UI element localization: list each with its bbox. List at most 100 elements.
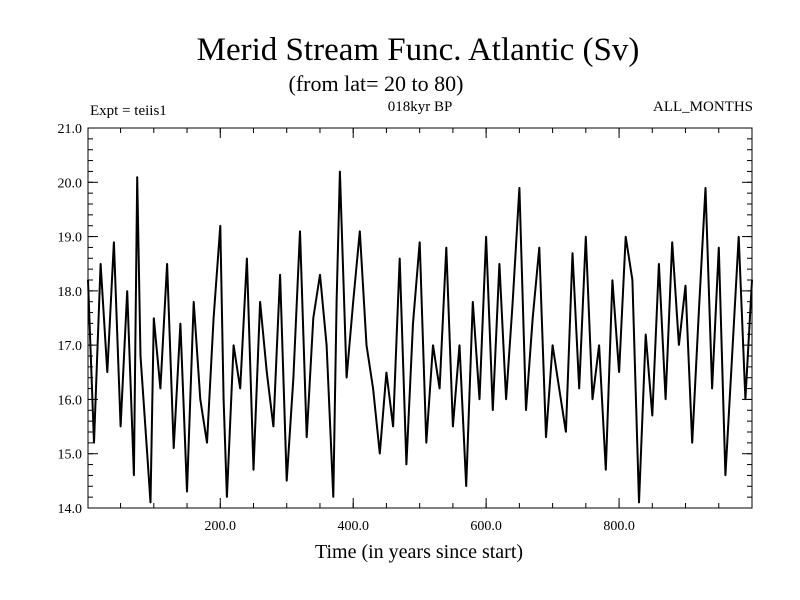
data-point — [585, 235, 587, 238]
data-point — [498, 262, 501, 265]
data-point — [385, 371, 388, 374]
data-point — [485, 235, 487, 238]
data-point — [259, 300, 261, 303]
chart-subtitle: (from lat= 20 to 80) — [289, 71, 464, 96]
data-point — [219, 224, 222, 227]
data-point — [172, 447, 175, 450]
data-point — [578, 387, 580, 390]
x-tick-label: 400.0 — [337, 519, 369, 534]
data-point — [412, 322, 414, 325]
data-point — [359, 230, 361, 232]
series-line-0 — [87, 171, 753, 503]
data-point — [166, 262, 168, 265]
data-point — [199, 398, 202, 401]
data-point — [405, 463, 408, 466]
data-point — [571, 252, 574, 254]
data-point — [605, 469, 607, 471]
data-point — [352, 300, 355, 303]
period-label: 018kyr BP — [388, 99, 453, 115]
data-point — [598, 344, 600, 346]
data-point — [558, 387, 560, 390]
data-point — [153, 317, 155, 319]
data-point — [106, 371, 109, 374]
x-tick-label: 800.0 — [603, 519, 635, 534]
plot-area — [87, 170, 753, 504]
y-tick-label: 18.0 — [58, 285, 83, 300]
data-point — [531, 317, 534, 319]
data-point — [345, 376, 348, 379]
data-point — [99, 262, 102, 265]
data-point — [252, 469, 255, 471]
data-point — [339, 170, 341, 173]
data-point — [551, 344, 554, 346]
data-point — [704, 186, 707, 189]
data-point — [232, 344, 235, 346]
data-point — [179, 322, 182, 325]
data-point — [664, 398, 667, 401]
data-point — [511, 300, 514, 303]
data-point — [631, 279, 634, 281]
data-point — [136, 176, 138, 178]
data-point — [379, 452, 381, 455]
data-point — [538, 246, 541, 249]
data-point — [113, 241, 115, 243]
data-point — [565, 431, 567, 433]
data-point — [126, 290, 128, 292]
data-point — [525, 409, 527, 412]
data-point — [452, 425, 454, 428]
data-point — [624, 235, 627, 238]
data-point — [691, 442, 693, 444]
data-point — [239, 387, 241, 390]
data-point — [478, 398, 481, 401]
data-point — [372, 387, 374, 390]
data-point — [192, 300, 195, 303]
data-point — [292, 376, 295, 379]
data-point — [425, 442, 428, 444]
data-point — [438, 387, 441, 390]
data-point — [458, 344, 461, 346]
data-point — [319, 273, 321, 276]
x-tick-label: 200.0 — [205, 519, 237, 534]
data-point — [658, 262, 660, 265]
data-point — [159, 387, 162, 390]
data-point — [591, 398, 594, 401]
y-tick-label: 19.0 — [58, 231, 83, 246]
data-point — [671, 241, 673, 243]
data-point — [226, 496, 228, 498]
data-point — [305, 436, 308, 439]
x-axis-label: Time (in years since start) — [315, 541, 523, 563]
data-point — [418, 241, 421, 243]
data-point — [545, 436, 547, 439]
data-point — [644, 333, 647, 336]
data-point — [139, 355, 142, 357]
data-point — [472, 300, 474, 303]
data-point — [737, 235, 740, 238]
data-point — [731, 355, 733, 357]
data-point — [518, 186, 521, 189]
y-tick-label: 16.0 — [58, 393, 83, 408]
data-point — [365, 344, 368, 346]
data-point — [222, 398, 225, 401]
data-point — [718, 246, 720, 249]
data-point — [285, 480, 288, 482]
data-point — [332, 496, 335, 498]
data-point — [611, 279, 614, 281]
data-point — [651, 414, 654, 417]
data-point — [711, 387, 713, 390]
data-point — [119, 425, 122, 428]
data-point — [398, 257, 401, 260]
data-point — [325, 344, 328, 346]
data-point — [93, 442, 95, 444]
data-point — [698, 311, 700, 314]
data-point — [246, 257, 248, 260]
data-point — [638, 501, 640, 504]
data-point — [618, 371, 620, 374]
data-point — [684, 284, 687, 287]
data-point — [335, 300, 338, 303]
data-point — [212, 317, 215, 319]
data-point — [724, 474, 727, 477]
data-point — [149, 501, 152, 504]
axes: 14.0 15.0 16.0 17.0 18.0 19.0 20.0 21.0 200.0 400… — [58, 122, 753, 534]
data-point — [272, 425, 275, 428]
